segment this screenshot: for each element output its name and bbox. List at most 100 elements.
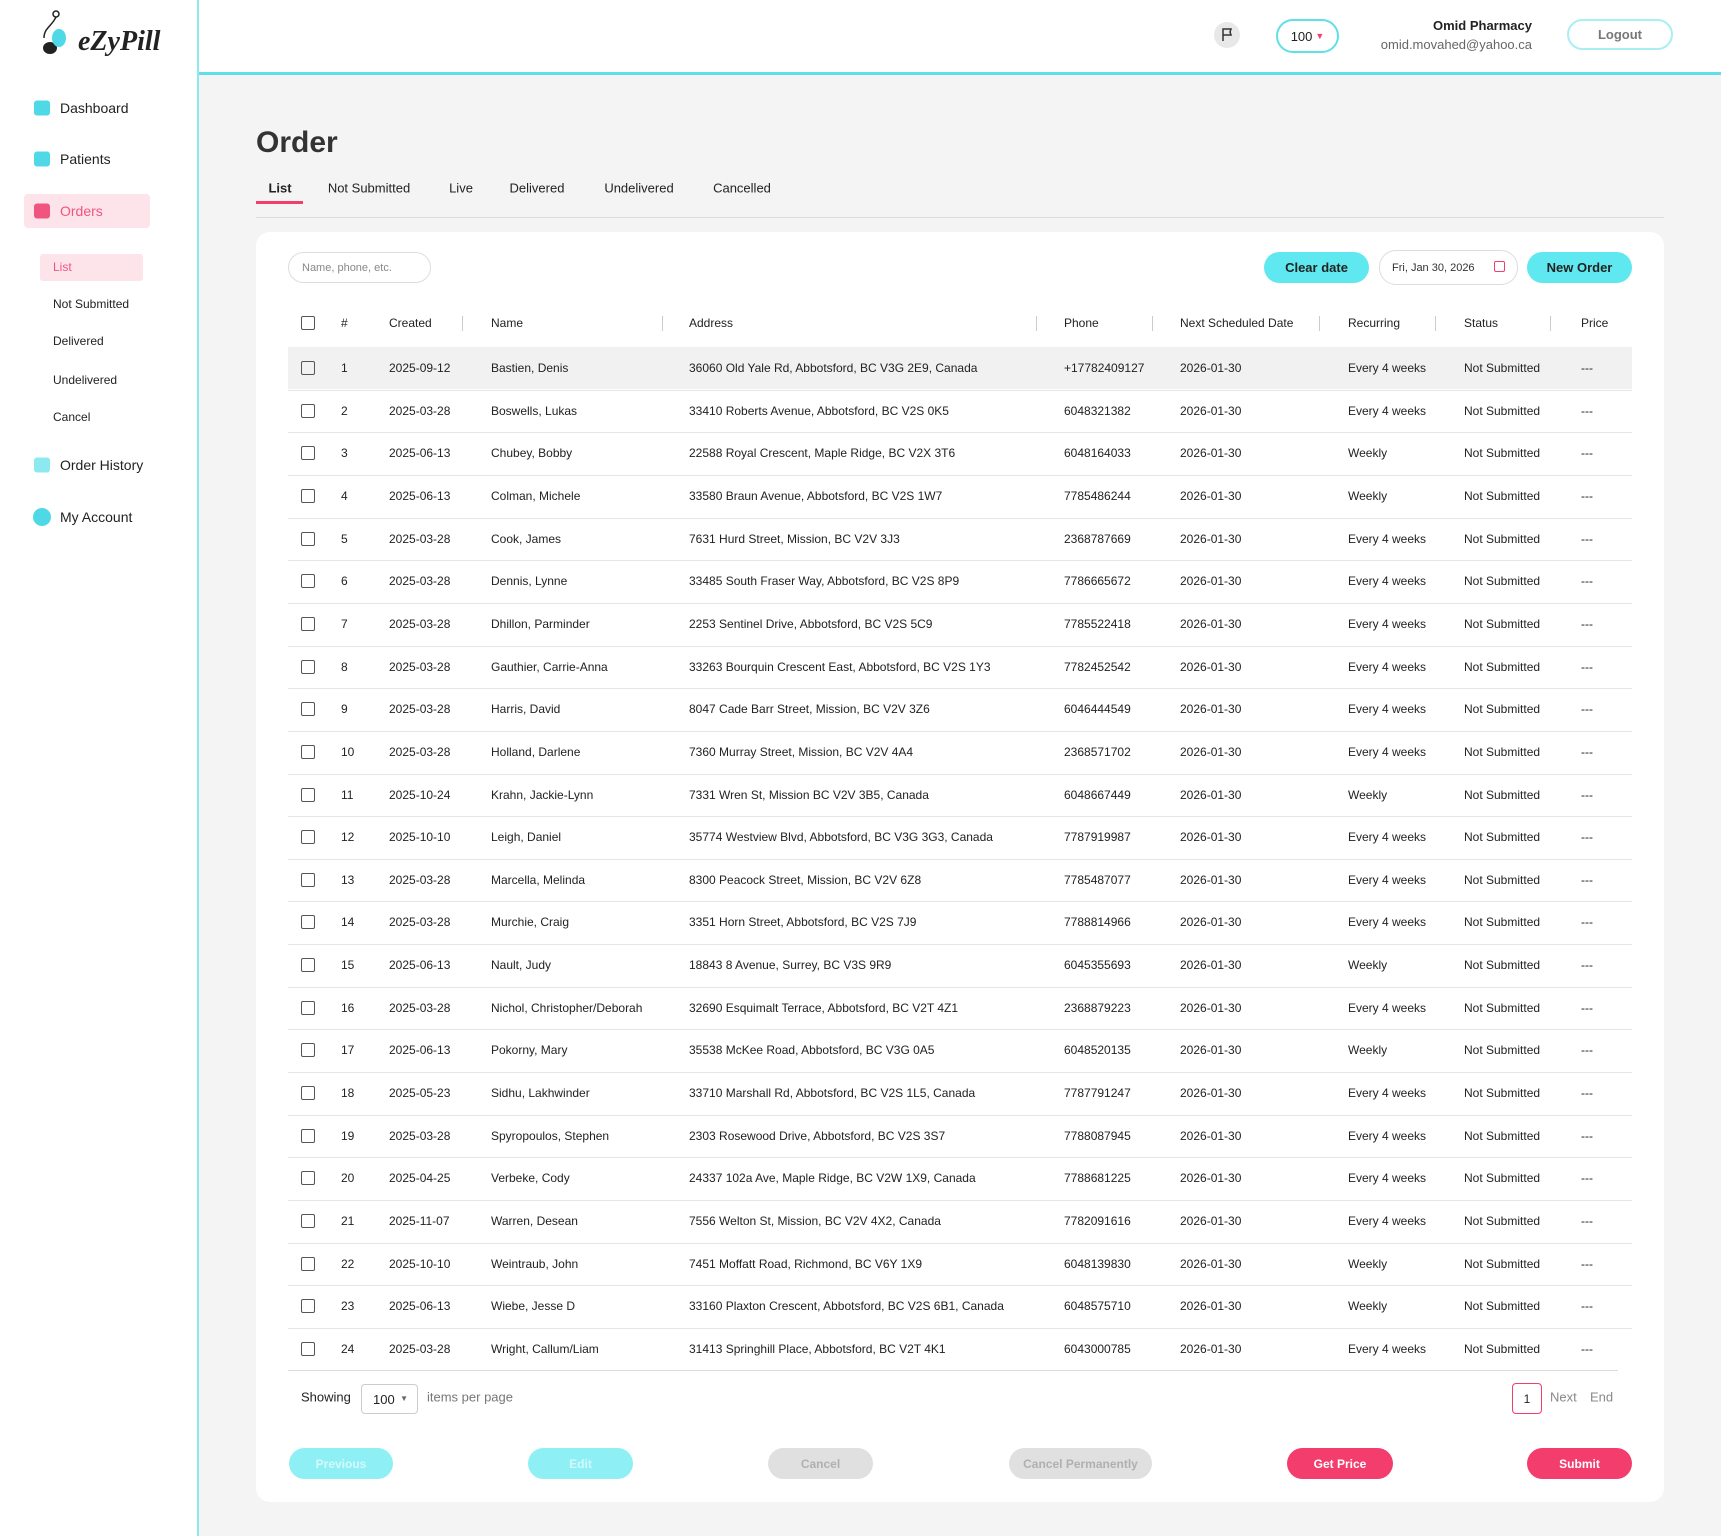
checkbox[interactable] — [301, 872, 315, 887]
tab[interactable]: Delivered — [509, 180, 565, 196]
row-line — [288, 389, 1632, 391]
table-cell: 3351 Horn Street, Abbotsford, BC V2S 7J9 — [689, 915, 917, 930]
checkbox[interactable] — [301, 446, 315, 461]
table-cell: --- — [1581, 1128, 1593, 1143]
table-cell: Every 4 weeks — [1348, 872, 1427, 887]
per-page-value: 100 — [373, 1392, 395, 1407]
checkbox[interactable] — [301, 488, 315, 503]
table-cell: Every 4 weeks — [1348, 531, 1427, 546]
checkbox[interactable] — [301, 531, 315, 546]
checkbox[interactable] — [301, 702, 315, 717]
tab[interactable]: Cancelled — [713, 180, 771, 196]
per-page-select[interactable]: 100 ▼ — [361, 1384, 418, 1414]
checkbox[interactable] — [301, 1256, 315, 1271]
table-cell: 2025-03-28 — [389, 915, 451, 930]
table-cell: Sidhu, Lakhwinder — [491, 1086, 590, 1101]
table-cell: Every 4 weeks — [1348, 1341, 1427, 1356]
row-line — [288, 1327, 1632, 1329]
sub-nav-item[interactable]: Cancel — [53, 410, 91, 424]
flag-button[interactable] — [1214, 22, 1240, 48]
nav-item[interactable]: Orders — [60, 203, 103, 219]
table-cell: Weekly — [1348, 1299, 1388, 1314]
column-header: Price — [1581, 316, 1609, 330]
checkbox[interactable] — [301, 915, 315, 930]
tab[interactable]: Live — [449, 180, 473, 196]
table-cell: 2025-06-13 — [389, 1299, 451, 1314]
checkbox[interactable] — [301, 574, 315, 589]
column-header: Name — [491, 316, 524, 330]
sub-nav-item[interactable]: Undelivered — [53, 373, 118, 387]
checkbox[interactable] — [301, 1000, 315, 1015]
table-cell: 35538 McKee Road, Abbotsford, BC V3G 0A5 — [689, 1043, 935, 1058]
date-picker[interactable]: Fri, Jan 30, 2026 — [1379, 250, 1518, 285]
nav-item[interactable]: Order History — [60, 457, 144, 473]
sub-nav-item[interactable]: Delivered — [53, 334, 104, 348]
action-button[interactable]: Cancel Permanently — [1009, 1448, 1152, 1479]
row-highlight — [288, 347, 1632, 389]
sub-nav-item[interactable]: List — [53, 260, 72, 274]
tab[interactable]: List — [268, 180, 292, 196]
action-button[interactable]: Cancel — [768, 1448, 873, 1479]
nav-item[interactable]: Patients — [60, 151, 111, 167]
table-cell: 6045355693 — [1064, 958, 1131, 973]
action-button[interactable]: Previous — [289, 1448, 393, 1479]
action-button[interactable]: Get Price — [1287, 1448, 1393, 1479]
new-order-button[interactable]: New Order — [1527, 252, 1632, 283]
checkbox[interactable] — [301, 1341, 315, 1356]
checkbox[interactable] — [301, 403, 315, 418]
checkbox[interactable] — [301, 1043, 315, 1058]
end-link[interactable]: End — [1590, 1389, 1614, 1405]
date-text: Fri, Jan 30, 2026 — [1392, 262, 1475, 274]
table-cell: 21 — [341, 1214, 355, 1228]
next-link[interactable]: Next — [1550, 1389, 1577, 1405]
clear-date-button[interactable]: Clear date — [1264, 252, 1369, 283]
table-cell: Not Submitted — [1464, 830, 1541, 845]
row-line — [288, 602, 1632, 604]
table-cell: Every 4 weeks — [1348, 744, 1427, 759]
table-cell: Weekly — [1348, 787, 1388, 802]
table-cell: Not Submitted — [1464, 1256, 1541, 1271]
nav-item[interactable]: My Account — [60, 509, 133, 525]
logout-button[interactable]: Logout — [1567, 19, 1673, 50]
table-cell: 2025-06-13 — [389, 1043, 451, 1058]
nav-item[interactable]: Dashboard — [60, 100, 129, 116]
checkbox[interactable] — [301, 1128, 315, 1143]
checkbox[interactable] — [301, 744, 315, 759]
checkbox[interactable] — [301, 958, 315, 973]
table-cell: 3 — [341, 446, 348, 461]
table-cell: Not Submitted — [1464, 488, 1541, 503]
checkbox[interactable] — [301, 1299, 315, 1314]
checkbox[interactable] — [301, 1086, 315, 1101]
table-cell: Weekly — [1348, 1256, 1388, 1271]
table-cell: 2 — [341, 403, 348, 418]
checkbox[interactable] — [301, 361, 315, 375]
table-cell: 32690 Esquimalt Terrace, Abbotsford, BC … — [689, 1000, 959, 1015]
table-cell: Chubey, Bobby — [491, 446, 573, 461]
table-cell: Weintraub, John — [491, 1256, 579, 1271]
row-line — [288, 688, 1632, 690]
column-separator — [462, 316, 463, 331]
search-input[interactable]: Name, phone, etc. — [288, 252, 431, 283]
checkbox[interactable] — [301, 787, 315, 802]
table-cell: 7787791247 — [1064, 1086, 1131, 1101]
table-cell: 19 — [341, 1128, 355, 1143]
badge[interactable]: 100 ▼ — [1276, 19, 1339, 53]
checkbox[interactable] — [301, 659, 315, 674]
action-button[interactable]: Submit — [1527, 1448, 1632, 1479]
checkbox[interactable] — [301, 1171, 315, 1186]
sub-nav-item[interactable]: Not Submitted — [53, 297, 130, 311]
checkbox[interactable] — [301, 1214, 315, 1228]
column-separator — [1550, 316, 1551, 331]
checkbox[interactable] — [301, 616, 315, 631]
tab[interactable]: Not Submitted — [327, 180, 411, 196]
table-cell: 2368879223 — [1064, 1000, 1131, 1015]
tab[interactable]: Undelivered — [604, 180, 674, 196]
table-cell: 2026-01-30 — [1180, 361, 1242, 375]
table-cell: 2026-01-30 — [1180, 1299, 1242, 1314]
checkbox[interactable] — [301, 316, 315, 330]
action-button[interactable]: Edit — [528, 1448, 633, 1479]
row-line — [288, 730, 1632, 732]
checkbox[interactable] — [301, 830, 315, 845]
icon — [34, 203, 50, 219]
page-number[interactable]: 1 — [1512, 1383, 1542, 1414]
